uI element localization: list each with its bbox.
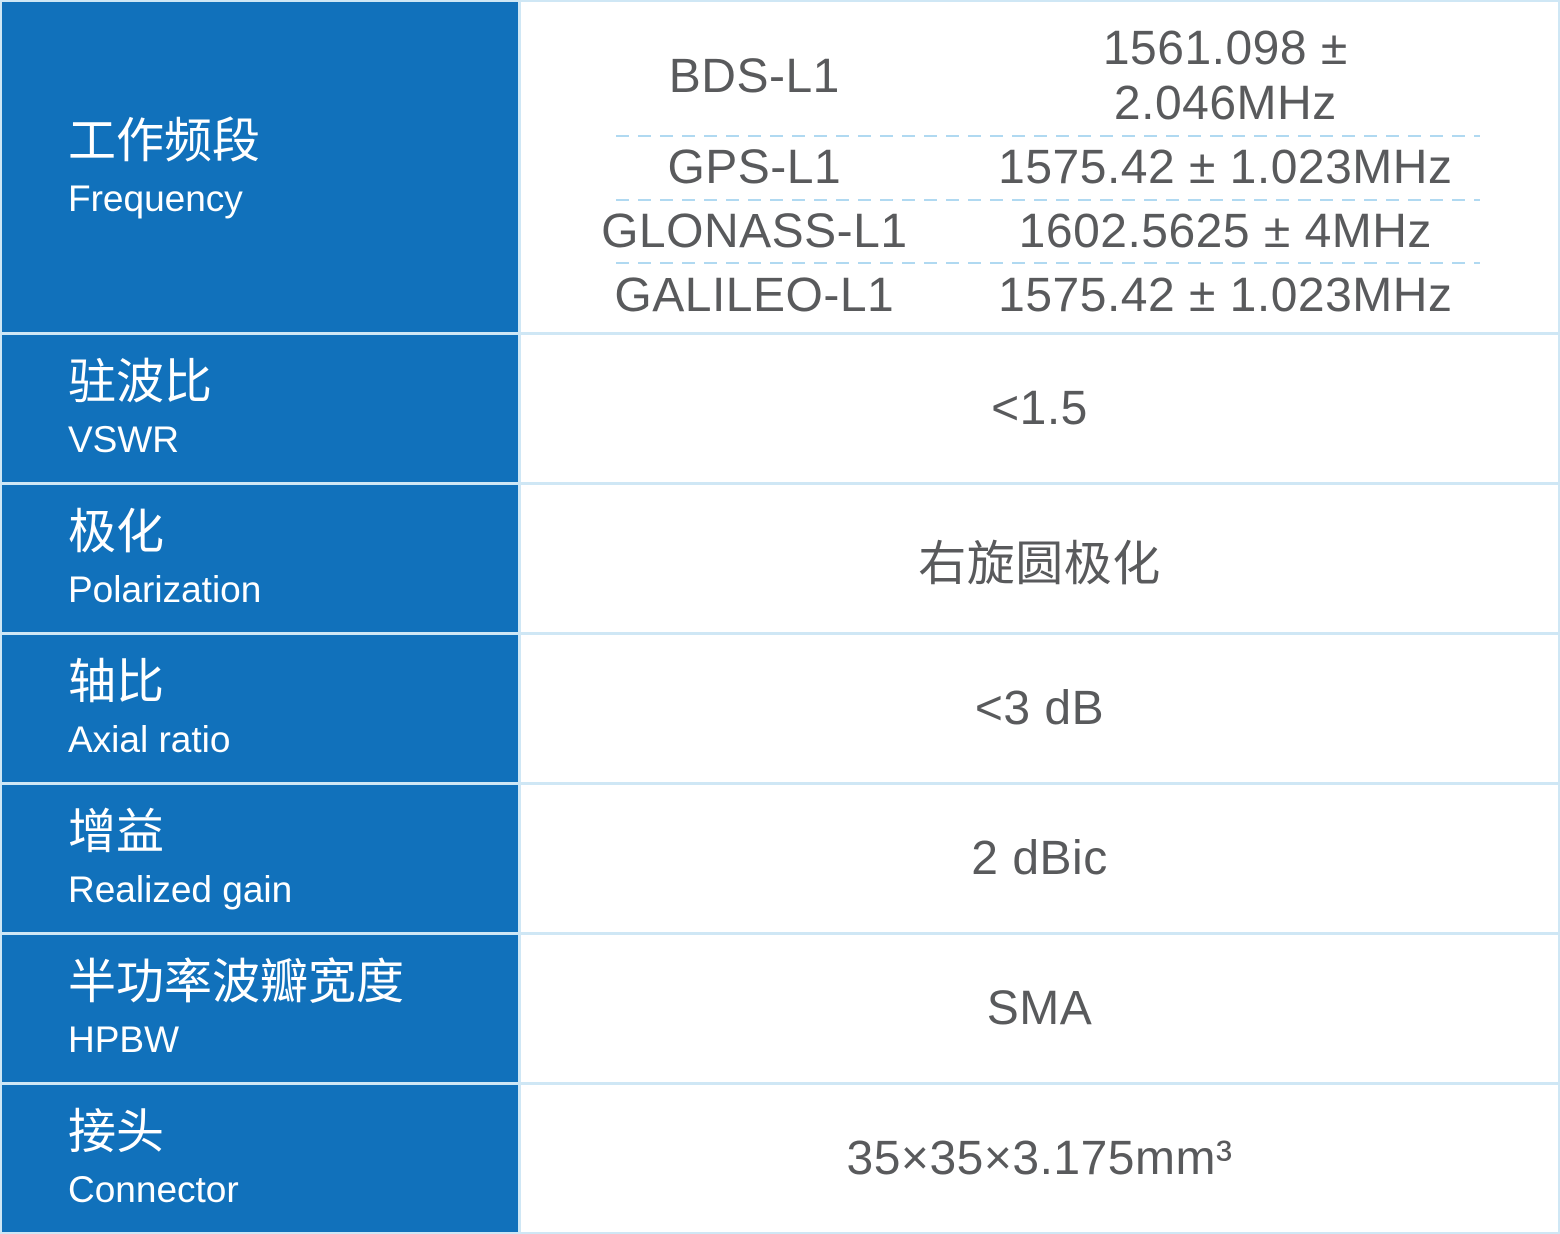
connector-label-zh: 接头 (68, 1106, 165, 1160)
dashed-divider (616, 134, 1480, 137)
hpbw-label-zh: 半功率波瓣宽度 (68, 956, 405, 1010)
gain-label-zh: 增益 (68, 806, 165, 860)
frequency-label-en: Frequency (68, 177, 243, 219)
gain-label-en: Realized gain (68, 869, 293, 911)
spec-row-axial-ratio: 轴比 Axial ratio <3 dB (2, 635, 1558, 785)
band-value: 1575.42 ± 1.023MHz (998, 141, 1453, 195)
spec-row-polarization: 极化 Polarization 右旋圆极化 (2, 485, 1558, 635)
band-value: 1561.098 ± 2.046MHz (1102, 22, 1348, 131)
polarization-label-en: Polarization (68, 569, 262, 611)
band-row-glonass: GLONASS-L1 1602.5625 ± 4MHz (521, 201, 1558, 263)
axial-ratio-value: <3 dB (974, 682, 1105, 735)
axial-ratio-label-en: Axial ratio (68, 719, 231, 761)
dashed-divider (616, 262, 1480, 265)
spec-row-vswr: 驻波比 VSWR <1.5 (2, 335, 1558, 485)
vswr-label-zh: 驻波比 (68, 356, 213, 410)
spec-row-hpbw: 半功率波瓣宽度 HPBW SMA (2, 935, 1558, 1085)
spec-row-gain: 增益 Realized gain 2 dBic (2, 785, 1558, 935)
hpbw-label-en: HPBW (68, 1019, 179, 1061)
frequency-label-cell: 工作频段 Frequency (2, 2, 521, 332)
axial-ratio-label-cell: 轴比 Axial ratio (2, 635, 521, 782)
polarization-label-zh: 极化 (68, 506, 165, 560)
gain-label-cell: 增益 Realized gain (2, 785, 521, 932)
vswr-label-en: VSWR (68, 419, 179, 461)
gain-value: 2 dBic (971, 832, 1108, 885)
hpbw-label-cell: 半功率波瓣宽度 HPBW (2, 935, 521, 1082)
polarization-label-cell: 极化 Polarization (2, 485, 521, 632)
connector-value: 35×35×3.175mm³ (846, 1132, 1233, 1185)
connector-label-cell: 接头 Connector (2, 1085, 521, 1232)
hpbw-value: SMA (986, 982, 1093, 1035)
band-row-bds: BDS-L1 1561.098 ± 2.046MHz (521, 18, 1558, 135)
spec-row-connector: 接头 Connector 35×35×3.175mm³ (2, 1085, 1558, 1232)
polarization-value: 右旋圆极化 (918, 537, 1161, 591)
band-row-galileo: GALILEO-L1 1575.42 ± 1.023MHz (521, 264, 1558, 326)
connector-label-en: Connector (68, 1169, 239, 1211)
spec-row-frequency: 工作频段 Frequency BDS-L1 1561.098 ± 2.046MH… (2, 2, 1558, 335)
frequency-label-zh: 工作频段 (68, 114, 261, 168)
band-row-gps: GPS-L1 1575.42 ± 1.023MHz (521, 137, 1558, 199)
dashed-divider (616, 198, 1480, 201)
band-name: GALILEO-L1 (614, 268, 895, 322)
band-value: 1602.5625 ± 4MHz (1018, 204, 1432, 258)
band-value: 1575.42 ± 1.023MHz (998, 268, 1453, 322)
axial-ratio-label-zh: 轴比 (68, 656, 165, 710)
band-name: BDS-L1 (668, 49, 840, 103)
band-name: GPS-L1 (667, 141, 842, 195)
frequency-value-cell: BDS-L1 1561.098 ± 2.046MHz GPS-L1 1575.4… (521, 2, 1558, 332)
band-name: GLONASS-L1 (601, 204, 908, 258)
vswr-value: <1.5 (991, 382, 1088, 435)
vswr-label-cell: 驻波比 VSWR (2, 335, 521, 482)
